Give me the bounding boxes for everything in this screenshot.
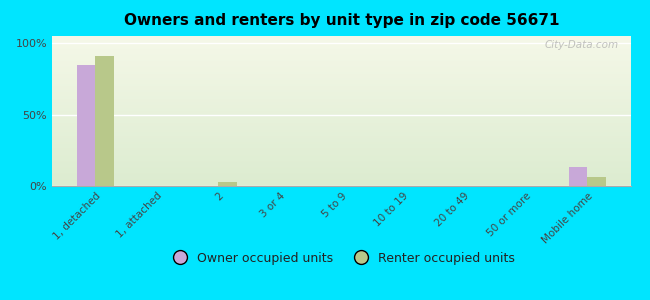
- Bar: [77, 64, 95, 186]
- Legend: Owner occupied units, Renter occupied units: Owner occupied units, Renter occupied un…: [162, 247, 520, 270]
- Bar: [95, 56, 114, 186]
- Bar: [218, 182, 237, 186]
- Title: Owners and renters by unit type in zip code 56671: Owners and renters by unit type in zip c…: [124, 13, 559, 28]
- Text: City-Data.com: City-Data.com: [545, 40, 619, 50]
- Bar: [588, 177, 606, 186]
- Bar: [569, 167, 588, 186]
